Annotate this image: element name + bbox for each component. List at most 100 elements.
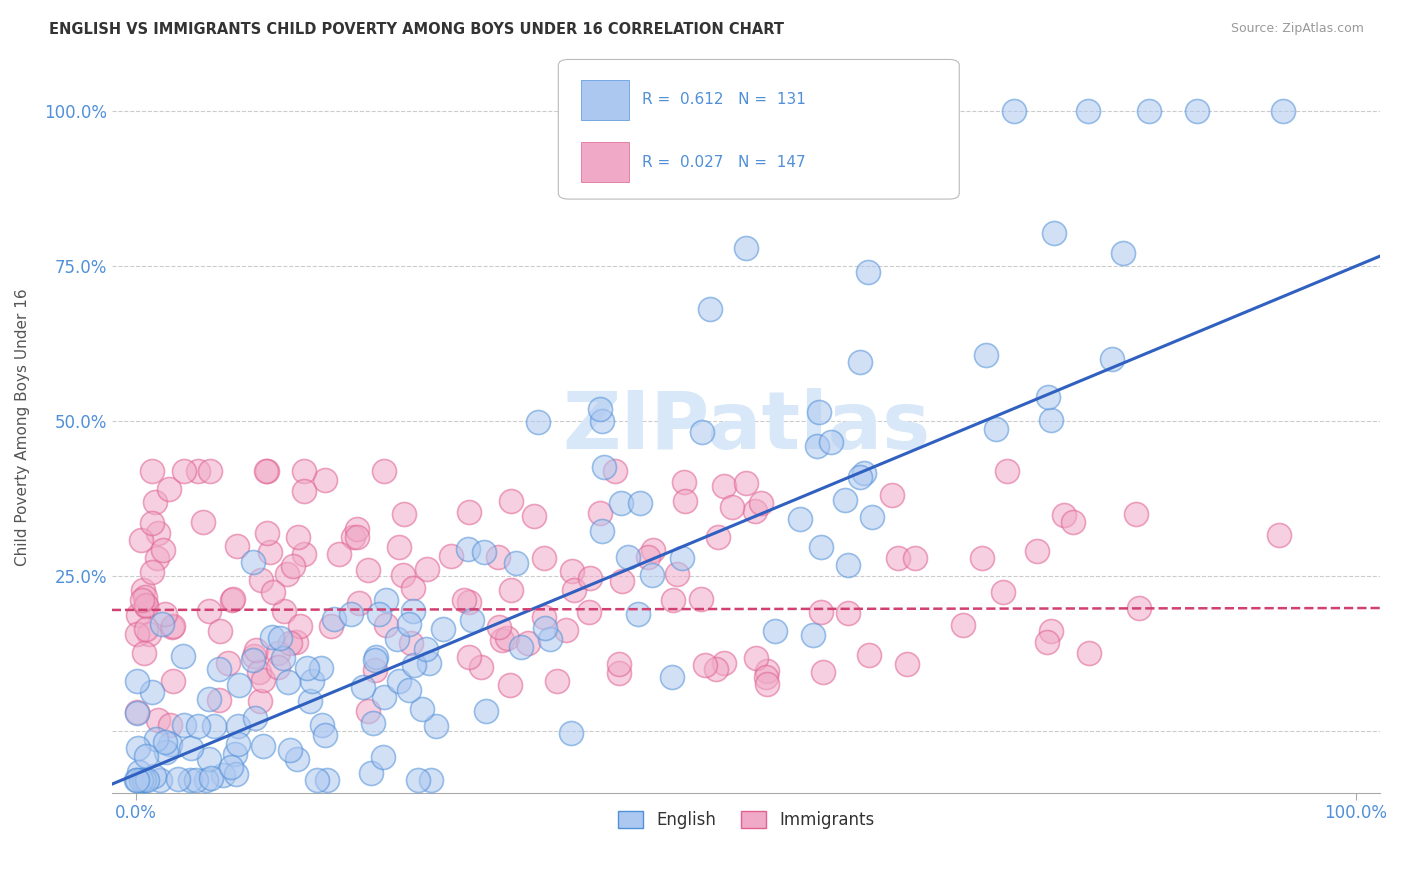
Point <box>136 773 159 788</box>
Point <box>693 658 716 673</box>
Point <box>222 591 245 606</box>
Point <box>152 543 174 558</box>
Point <box>1187 104 1209 119</box>
Point <box>125 627 148 641</box>
Point <box>837 606 859 620</box>
Point <box>200 463 222 477</box>
Point <box>886 551 908 566</box>
Point <box>713 479 735 493</box>
Point <box>191 515 214 529</box>
Point <box>995 463 1018 477</box>
Point <box>1271 104 1294 119</box>
Point <box>555 623 578 637</box>
Point <box>374 593 396 607</box>
Point <box>592 459 614 474</box>
Point <box>160 620 183 634</box>
Point <box>276 567 298 582</box>
Point <box>591 524 613 539</box>
Point <box>472 544 495 558</box>
Point <box>252 739 274 754</box>
Point <box>208 692 231 706</box>
Point <box>401 636 423 650</box>
Point <box>269 631 291 645</box>
Bar <box>581 80 630 120</box>
Text: Source: ZipAtlas.com: Source: ZipAtlas.com <box>1230 22 1364 36</box>
Point <box>179 773 201 788</box>
Point <box>589 506 612 520</box>
Point <box>146 550 169 565</box>
Point <box>153 607 176 621</box>
Point <box>699 302 721 317</box>
Point <box>342 529 364 543</box>
Point <box>641 568 664 582</box>
Point <box>807 405 830 419</box>
Point <box>256 463 278 477</box>
Point <box>671 551 693 566</box>
Point <box>763 624 786 639</box>
Point <box>277 674 299 689</box>
Point <box>1128 601 1150 615</box>
Point <box>157 482 180 496</box>
Point <box>1125 507 1147 521</box>
Point <box>852 467 875 481</box>
Point <box>184 773 207 788</box>
Point <box>1078 646 1101 660</box>
Point <box>141 463 163 477</box>
Point <box>610 496 633 510</box>
Point <box>744 504 766 518</box>
Point <box>713 656 735 670</box>
Point <box>984 422 1007 436</box>
Point <box>411 701 433 715</box>
Point <box>834 492 856 507</box>
Point <box>616 550 638 565</box>
Text: R =  0.027   N =  147: R = 0.027 N = 147 <box>643 155 806 170</box>
Point <box>488 620 510 634</box>
Point <box>1112 245 1135 260</box>
Point <box>721 500 744 514</box>
Point <box>346 522 368 536</box>
Point <box>603 463 626 477</box>
Point <box>641 543 664 558</box>
Point <box>591 414 613 428</box>
Point <box>364 663 387 677</box>
Point <box>391 568 413 582</box>
Point <box>357 704 380 718</box>
Point <box>131 773 153 788</box>
Point <box>292 547 315 561</box>
Point <box>810 605 832 619</box>
Point <box>209 624 232 639</box>
Point <box>217 657 239 671</box>
Point <box>292 483 315 498</box>
Point <box>281 558 304 573</box>
Point <box>145 731 167 746</box>
Point <box>1053 508 1076 522</box>
Point <box>149 773 172 788</box>
Point <box>904 551 927 566</box>
Point <box>418 657 440 671</box>
Point <box>135 749 157 764</box>
Point <box>690 592 713 607</box>
Point <box>665 567 688 582</box>
Point <box>398 616 420 631</box>
Point <box>167 772 190 786</box>
Point <box>225 767 247 781</box>
Point <box>806 439 828 453</box>
Point <box>801 628 824 642</box>
Point <box>357 563 380 577</box>
Point <box>882 488 904 502</box>
Point <box>243 649 266 664</box>
Point <box>141 565 163 579</box>
Point <box>128 765 150 780</box>
Point <box>755 670 778 684</box>
Point <box>259 545 281 559</box>
Point <box>388 540 411 554</box>
Point <box>135 599 157 613</box>
Point <box>457 649 479 664</box>
Point <box>398 682 420 697</box>
Point <box>228 737 250 751</box>
Point <box>135 598 157 612</box>
Point <box>242 555 264 569</box>
Point <box>848 470 870 484</box>
Point <box>627 607 650 621</box>
Point <box>221 760 243 774</box>
